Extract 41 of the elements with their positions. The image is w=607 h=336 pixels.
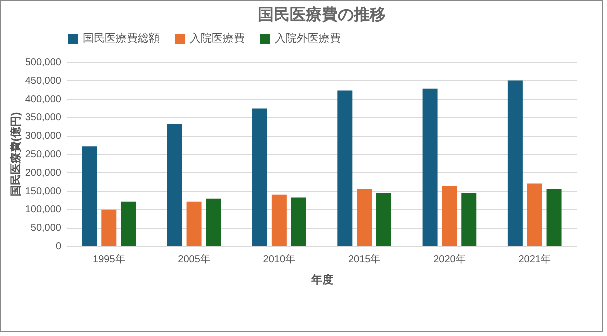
chart-title: 国民医療費の推移 <box>258 6 386 24</box>
legend-label: 国民医療費総額 <box>83 32 160 45</box>
bar <box>546 188 562 246</box>
y-tick-label: 150,000 <box>25 186 62 198</box>
bar <box>167 124 182 246</box>
bar <box>121 202 136 246</box>
bar <box>252 108 268 246</box>
y-tick-label: 250,000 <box>25 150 62 160</box>
legend-label: 入院医療費 <box>190 32 245 45</box>
x-tick-label: 1995年 <box>93 254 126 266</box>
bar <box>376 193 392 246</box>
bar <box>462 193 477 246</box>
legend-label: 入院外医療費 <box>275 32 341 45</box>
y-tick-label: 350,000 <box>25 112 62 124</box>
bar <box>186 202 202 246</box>
bar <box>272 194 287 246</box>
bar <box>527 184 542 246</box>
y-tick-label: 500,000 <box>25 58 62 68</box>
x-tick-label: 2020年 <box>434 254 466 266</box>
bar <box>338 90 353 246</box>
bar <box>442 186 458 246</box>
x-tick-label: 2021年 <box>518 254 551 266</box>
bar <box>508 80 523 246</box>
bar <box>291 198 306 246</box>
y-axis-title: 国民医療費(億円) <box>9 112 22 197</box>
y-tick-label: 300,000 <box>25 131 62 142</box>
y-tick-label: 0 <box>56 242 62 252</box>
bar <box>82 146 98 246</box>
y-tick-label: 100,000 <box>25 204 62 216</box>
x-tick-label: 2005年 <box>178 254 210 266</box>
y-tick-label: 400,000 <box>25 94 62 106</box>
bar <box>102 210 117 246</box>
y-tick-label: 200,000 <box>25 168 62 179</box>
bar <box>422 88 438 246</box>
x-tick-label: 2010年 <box>263 254 296 266</box>
y-tick-label: 50,000 <box>30 223 62 234</box>
bar <box>357 188 372 246</box>
y-tick-label: 450,000 <box>25 76 62 87</box>
x-tick-label: 2015年 <box>348 254 381 266</box>
x-axis-title: 年度 <box>310 274 334 286</box>
bar <box>206 198 222 246</box>
